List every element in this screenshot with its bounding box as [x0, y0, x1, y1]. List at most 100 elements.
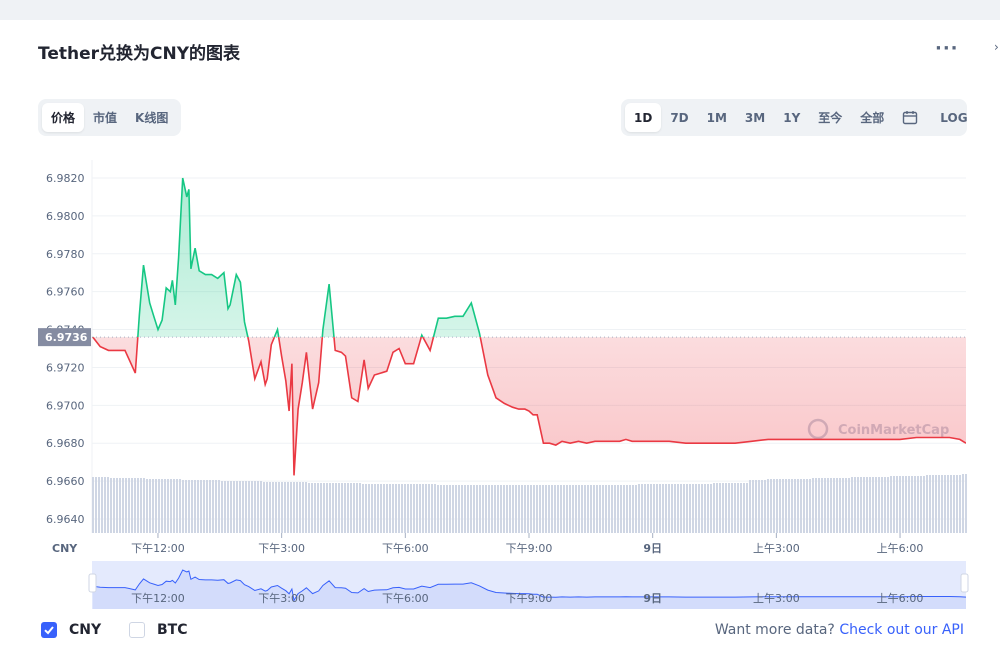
range-1y[interactable]: 1Y: [783, 110, 801, 125]
y-tick-label: 6.9680: [46, 437, 85, 450]
btc-toggle[interactable]: BTC: [129, 622, 188, 638]
volume-bar: [956, 475, 958, 533]
price-line-down: [92, 337, 966, 476]
volume-bar: [455, 485, 457, 533]
range-1d[interactable]: 1D: [625, 103, 662, 132]
volume-bar: [593, 485, 595, 533]
volume-bar: [677, 484, 679, 533]
volume-bar: [194, 480, 196, 533]
volume-bar: [410, 484, 412, 533]
volume-bar: [959, 475, 961, 533]
volume-bar: [572, 485, 574, 533]
volume-bar: [926, 475, 928, 533]
volume-bar: [470, 485, 472, 533]
volume-bar: [890, 476, 892, 533]
range-all[interactable]: 全部: [860, 111, 885, 125]
volume-bar: [239, 481, 241, 533]
volume-bar: [497, 485, 499, 533]
volume-bar: [293, 482, 295, 533]
volume-bar: [302, 482, 304, 533]
volume-bar: [416, 484, 418, 533]
volume-bar: [938, 475, 940, 533]
calendar-icon[interactable]: [893, 103, 927, 132]
volume-bar: [245, 481, 247, 533]
volume-bar: [329, 483, 331, 533]
volume-bar: [206, 480, 208, 533]
btc-label: BTC: [157, 622, 188, 638]
volume-bar: [398, 484, 400, 533]
navigator-handle-right[interactable]: [960, 573, 969, 593]
volume-bar: [452, 485, 454, 533]
cny-toggle[interactable]: CNY: [41, 622, 101, 638]
volume-bar: [590, 485, 592, 533]
api-link[interactable]: Check out our API: [839, 622, 964, 638]
volume-bar: [374, 484, 376, 533]
volume-bar: [146, 479, 148, 533]
volume-bar: [662, 484, 664, 533]
volume-bar: [149, 479, 151, 533]
volume-bar: [917, 476, 919, 533]
volume-bar: [275, 482, 277, 533]
cny-checkbox[interactable]: [41, 622, 57, 638]
volume-bar: [929, 475, 931, 533]
range-7d[interactable]: 7D: [670, 110, 689, 125]
volume-bar: [365, 484, 367, 533]
volume-bar: [740, 483, 742, 533]
volume-bar: [422, 484, 424, 533]
volume-bar: [347, 483, 349, 533]
volume-bar: [665, 484, 667, 533]
volume-bar: [575, 485, 577, 533]
volume-bar: [857, 477, 859, 533]
volume-bar: [692, 484, 694, 533]
volume-bar: [230, 481, 232, 533]
x-tick-label: 上午6:00: [877, 542, 924, 555]
volume-bar: [404, 484, 406, 533]
log-scale-toggle[interactable]: LOG: [940, 110, 968, 125]
volume-bar: [173, 479, 175, 533]
cny-label: CNY: [69, 622, 102, 638]
volume-bar: [629, 485, 631, 533]
volume-bar: [401, 484, 403, 533]
price-chart[interactable]: 6.96406.96606.96806.97006.97206.97406.97…: [0, 150, 1000, 620]
area-above-baseline: [92, 178, 966, 338]
volume-bar: [290, 482, 292, 533]
volume-bar: [617, 485, 619, 533]
tab-candlestick[interactable]: K线图: [135, 111, 169, 125]
volume-bar: [596, 485, 598, 533]
volume-bar: [803, 479, 805, 533]
volume-bar: [308, 483, 310, 533]
volume-bar: [791, 479, 793, 533]
volume-bar: [743, 483, 745, 533]
volume-bar: [758, 480, 760, 533]
volume-bar: [680, 484, 682, 533]
volume-bar: [98, 477, 100, 533]
volume-bar: [965, 474, 967, 533]
range-3m[interactable]: 3M: [744, 110, 766, 125]
baseline-label: 6.9736: [45, 331, 88, 344]
volume-bar: [353, 483, 355, 533]
btc-checkbox[interactable]: [129, 622, 145, 638]
volume-bar: [566, 485, 568, 533]
tab-price[interactable]: 价格: [42, 103, 85, 132]
range-ytd[interactable]: 至今: [818, 111, 843, 125]
y-tick-label: 6.9800: [46, 210, 85, 223]
range-1m[interactable]: 1M: [706, 110, 727, 125]
navigator-area: [92, 570, 967, 609]
volume-bar: [605, 485, 607, 533]
navigator-handle-left[interactable]: [88, 573, 97, 593]
navigator-tick-label: 下午9:00: [506, 592, 553, 605]
volume-bar: [179, 479, 181, 533]
volume-bar: [638, 484, 640, 533]
volume-bar: [551, 485, 553, 533]
volume-bar: [335, 483, 337, 533]
tab-market-cap[interactable]: 市值: [93, 111, 118, 125]
volume-bar: [608, 485, 610, 533]
volume-bar: [500, 485, 502, 533]
volume-bar: [395, 484, 397, 533]
volume-bar: [905, 476, 907, 533]
x-tick-label: 下午3:00: [258, 542, 305, 555]
volume-bar: [827, 478, 829, 533]
chart-type-tabs: 价格 市值 K线图: [38, 99, 182, 136]
more-options-icon[interactable]: ···: [935, 38, 959, 59]
volume-bar: [866, 477, 868, 533]
